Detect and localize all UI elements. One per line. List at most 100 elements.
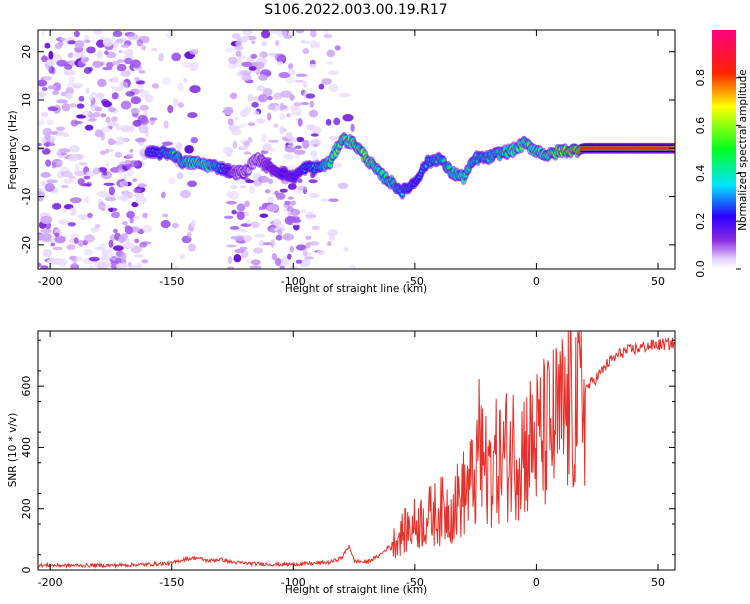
noise-blob [108,107,116,113]
noise-blob [108,186,115,196]
noise-blob [328,83,339,93]
noise-blob [286,113,291,118]
noise-blob [74,163,80,172]
noise-blob [56,126,66,131]
noise-blob [130,123,135,133]
noise-blob [120,125,132,133]
noise-blob [63,69,76,76]
noise-blob [183,77,188,83]
noise-blob [287,144,297,148]
noise-blob [228,124,240,132]
y-tick-label: 0 [20,567,33,574]
noise-blob [123,48,134,57]
noise-blob [128,264,141,269]
spectrogram-y-label: Frequency (Hz) [7,110,19,189]
noise-blob [92,167,101,175]
noise-blob [305,93,316,99]
noise-blob [129,149,134,153]
noise-blob [188,243,196,252]
noise-blob [182,61,192,68]
noise-blob [108,239,114,248]
noise-blob [52,246,63,251]
noise-blob [111,211,120,219]
noise-blob [236,211,245,221]
noise-blob [348,264,356,269]
noise-blob [233,254,242,263]
noise-blob [308,109,319,118]
noise-blob [267,96,273,101]
noise-blob [222,146,233,155]
noise-blob [308,241,320,246]
y-tick-label: 600 [20,376,33,397]
noise-blob [236,203,246,212]
noise-blob [231,209,237,215]
noise-blob [102,171,108,176]
noise-blob [223,106,234,115]
noise-blob [135,80,146,85]
noise-blob [325,118,332,126]
noise-blob [287,253,292,260]
noise-blob [175,142,183,151]
noise-blob [91,91,96,96]
noise-blob [87,212,93,218]
noise-blob [98,167,108,173]
snr-panel: -200 -150 -100 -50 0 50 0 200 400 600 Height of … [7,330,676,596]
noise-blob [103,182,115,186]
noise-blob [48,50,54,60]
colorbar-tick-label: 0.8 [694,69,707,87]
noise-blob [323,34,333,39]
noise-blob [107,121,118,127]
noise-blob [162,213,169,218]
noise-blob [268,139,279,143]
noise-blob [136,39,143,47]
noise-blob [266,204,279,213]
noise-blob [274,53,287,62]
noise-blob [149,117,158,121]
noise-blob [119,180,129,188]
noise-blob [97,78,107,88]
noise-blob [40,215,52,225]
noise-blob [133,193,145,198]
noise-blob [296,136,305,143]
noise-blob [277,30,288,38]
noise-blob [40,181,46,186]
noise-blob [250,53,258,59]
noise-blob [122,221,128,226]
noise-blob [108,207,114,213]
noise-blob [241,61,253,67]
noise-blob [152,83,159,89]
colorbar-ticks: 0.0 0.2 0.4 0.6 0.8 [694,69,741,278]
noise-blob [305,242,311,249]
noise-blob [58,148,71,153]
noise-blob [318,83,325,90]
noise-blob [256,85,266,92]
noise-blob [246,219,252,225]
noise-blob [295,30,305,34]
spectrogram-x-ticks: -200 -150 -100 -50 0 50 [38,30,665,288]
y-tick-label: -20 [20,236,33,254]
noise-blob [168,177,176,185]
noise-blob [279,113,286,121]
noise-blob [40,171,51,178]
x-tick-label: 0 [533,576,540,589]
spectrogram-frame [37,29,676,270]
noise-blob [96,50,103,59]
noise-blob [306,124,316,131]
noise-blob [290,200,297,206]
noise-blob [350,123,355,132]
noise-blob [293,223,300,231]
noise-blob [225,200,237,205]
noise-blob [87,217,92,221]
noise-blob [243,140,250,147]
noise-blob [230,236,237,240]
noise-blob [90,227,100,233]
noise-blob [56,99,68,104]
noise-blob [282,233,295,241]
noise-blob [47,59,55,67]
y-tick-label: -10 [20,188,33,206]
noise-blob [38,196,44,202]
noise-blob [163,120,169,129]
noise-blob [74,121,83,124]
noise-blob [60,171,73,178]
